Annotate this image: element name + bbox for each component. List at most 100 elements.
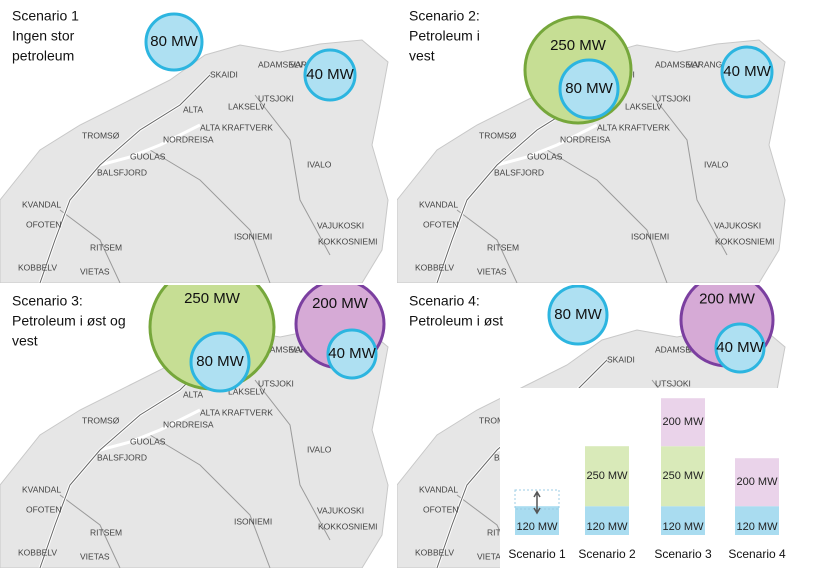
bubble-label: 250 MW — [184, 290, 241, 307]
land — [397, 39, 786, 283]
place-label: SKAIDI — [210, 69, 238, 79]
place-label: ADAMSELV — [655, 344, 701, 354]
place-label: ADAMSELV — [655, 59, 701, 69]
place-label: ALTA — [183, 389, 203, 399]
capacity-bubble — [720, 45, 774, 99]
place-label: RITSEM — [90, 242, 122, 252]
place-label: KVANDAL — [419, 199, 458, 209]
bar-segment — [585, 446, 629, 507]
place-label: KVANDAL — [22, 484, 61, 494]
roads — [39, 359, 211, 568]
place-label: ISONIEMI — [631, 231, 669, 241]
map-panel: SKAIDIADAMSELVVARANGERALTALAKSELVUTSJOKI… — [0, 12, 389, 283]
bubble-label: 80 MW — [554, 306, 602, 323]
capacity-bubble — [144, 12, 204, 72]
place-label: VARANGER — [687, 59, 734, 69]
place-label: LAKSELV — [228, 386, 266, 396]
place-label: ALTA KRAFTVERK — [200, 122, 273, 132]
place-label: KVANDAL — [22, 199, 61, 209]
place-label: IVALO — [704, 159, 729, 169]
value-label: 120 MW — [517, 521, 559, 533]
x-tick-label: Scenario 1 — [508, 547, 566, 561]
place-label: NORDREISA — [163, 134, 214, 144]
map-panel: SKAIDIADAMSELVVARANGERALTALAKSELVUTSJOKI… — [0, 285, 389, 568]
value-label: 250 MW — [587, 470, 629, 482]
place-label: VAJUKOSKI — [317, 505, 364, 515]
bubble-label: 40 MW — [306, 66, 354, 83]
bubble-label: 80 MW — [196, 353, 244, 370]
bubble-label: 200 MW — [312, 295, 369, 312]
place-label: VIETAS — [80, 551, 110, 561]
place-label: ALTA KRAFTVERK — [200, 407, 273, 417]
place-label: TROMSØ — [82, 130, 120, 140]
capacity-bubble — [189, 331, 251, 393]
scenario-title: Petroleum i øst og — [12, 313, 126, 329]
value-label: 120 MW — [587, 521, 629, 533]
scenario-title: Scenario 4: — [409, 293, 480, 309]
place-label: ISONIEMI — [234, 231, 272, 241]
place-label: VIETAS — [477, 551, 507, 561]
scenario-title: Scenario 1 — [12, 8, 79, 24]
place-label: OFOTEN — [423, 219, 458, 229]
bubble-label: 40 MW — [328, 345, 376, 362]
bar-segment — [661, 446, 705, 507]
place-label: GUOLAS — [527, 151, 563, 161]
place-label: KOBBELV — [18, 547, 57, 557]
scenario-title: vest — [409, 48, 435, 64]
scenario-title: Petroleum i øst — [409, 313, 503, 329]
place-label: UTSJOKI — [655, 378, 691, 388]
place-label: TROMSØ — [82, 415, 120, 425]
bubble-label: 80 MW — [150, 33, 198, 50]
place-label: LAKSELV — [228, 101, 266, 111]
borders — [456, 94, 728, 283]
bar-segment — [661, 506, 705, 535]
bar-segment — [585, 506, 629, 535]
land — [0, 39, 389, 283]
place-label: GUOLAS — [130, 436, 166, 446]
place-label: ADAMSELV — [258, 59, 304, 69]
place-label: KOBBELV — [415, 262, 454, 272]
x-tick-label: Scenario 4 — [728, 547, 786, 561]
place-label: ALTA KRAFTVERK — [597, 122, 670, 132]
capacity-bubble — [558, 58, 620, 120]
place-label: OFOTEN — [26, 219, 61, 229]
place-label: SKAIDI — [607, 354, 635, 364]
map-panel: SKAIDIADAMSELVVARANGERALTALAKSELVUTSJOKI… — [397, 15, 786, 283]
capacity-bubble — [714, 322, 766, 374]
place-label: OFOTEN — [423, 504, 458, 514]
value-label: 250 MW — [663, 470, 705, 482]
value-label: 200 MW — [737, 476, 779, 488]
place-label: BALSFJORD — [494, 167, 544, 177]
scenario-title: Scenario 2: — [409, 8, 480, 24]
scenario-title: Petroleum i — [409, 28, 480, 44]
bubble-label: 40 MW — [723, 63, 771, 80]
place-label: GUOLAS — [130, 151, 166, 161]
place-label: IVALO — [307, 444, 332, 454]
place-label: LAKSELV — [625, 101, 663, 111]
place-label: RITSEM — [90, 527, 122, 537]
scenario-title: Scenario 3: — [12, 293, 83, 309]
place-label: ISONIEMI — [234, 516, 272, 526]
place-label: IVALO — [307, 159, 332, 169]
x-tick-label: Scenario 2 — [578, 547, 636, 561]
value-label: 200 MW — [663, 416, 705, 428]
place-label: RITSEM — [487, 242, 519, 252]
borders — [59, 379, 331, 568]
value-label: 120 MW — [663, 521, 705, 533]
place-label: KOKKOSNIEMI — [318, 236, 378, 246]
borders — [59, 94, 331, 283]
place-label: UTSJOKI — [258, 378, 294, 388]
place-label: BALSFJORD — [97, 167, 147, 177]
place-label: BALSFJORD — [97, 452, 147, 462]
bar-segment — [735, 458, 779, 507]
place-label: ALTA — [183, 104, 203, 114]
place-label: KOBBELV — [18, 262, 57, 272]
scenario-title: vest — [12, 333, 38, 349]
place-label: KOKKOSNIEMI — [715, 236, 775, 246]
place-label: UTSJOKI — [655, 93, 691, 103]
place-label: UTSJOKI — [258, 93, 294, 103]
place-label: KVANDAL — [419, 484, 458, 494]
scenario-title: Ingen stor — [12, 28, 75, 44]
place-label: TROMSØ — [479, 130, 517, 140]
place-label: KOKKOSNIEMI — [318, 521, 378, 531]
